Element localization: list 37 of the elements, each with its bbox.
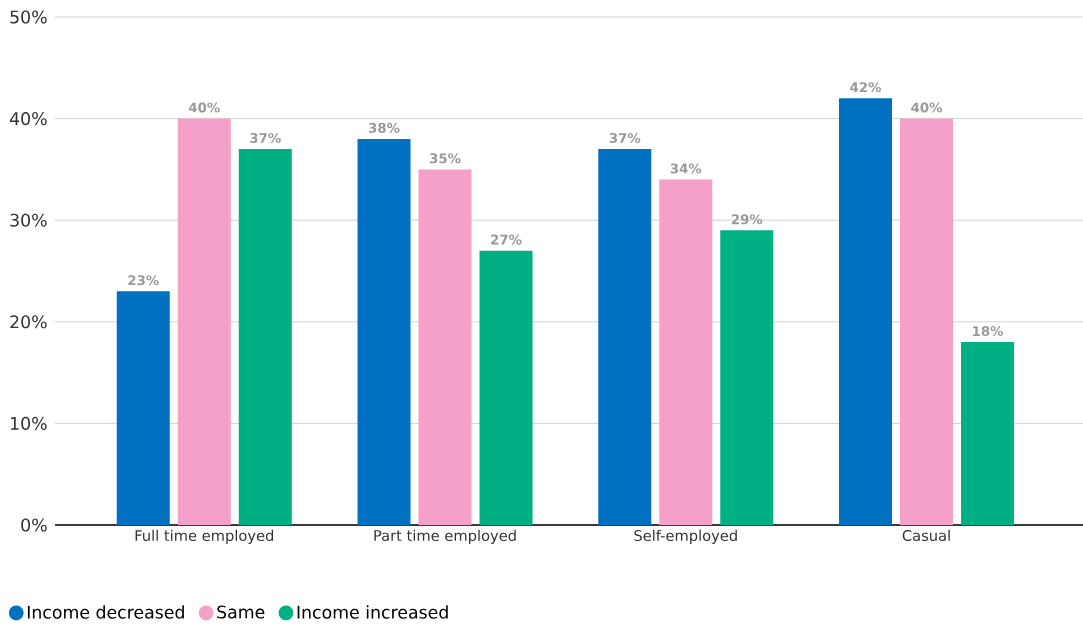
y-tick-label: 40% (9, 112, 47, 126)
bar (900, 118, 954, 525)
data-label: 40% (188, 102, 220, 113)
bar (598, 149, 652, 525)
data-label: 42% (850, 82, 882, 93)
data-label: 37% (250, 132, 281, 144)
bar (479, 250, 533, 525)
x-tick-label: Full time employed (135, 529, 274, 544)
legend-label: Same (217, 605, 265, 619)
data-label: 40% (911, 102, 943, 113)
data-label: 27% (491, 234, 522, 245)
data-label: 34% (670, 163, 702, 174)
bar (357, 138, 411, 525)
bar (238, 149, 292, 525)
x-tick-label: Casual (902, 529, 950, 542)
x-tick-label: Self-employed (634, 529, 737, 544)
data-label: 35% (429, 153, 461, 164)
data-label: 23% (128, 275, 159, 286)
data-label: 18% (973, 325, 1004, 337)
legend-label: Income decreased (27, 605, 184, 619)
y-tick-label: 50% (10, 10, 47, 24)
y-tick-label: 10% (11, 416, 47, 430)
legend-label: Income increased (297, 605, 448, 619)
bar (177, 118, 231, 525)
y-tick-label: 0% (21, 518, 47, 532)
bar (961, 342, 1015, 525)
bar (659, 179, 713, 525)
data-label: 38% (368, 122, 400, 133)
y-tick-label: 20% (10, 315, 47, 329)
bar (720, 230, 774, 525)
bar (839, 98, 893, 525)
bar (418, 169, 472, 525)
bar (116, 291, 170, 525)
data-label: 29% (731, 214, 763, 225)
x-tick-label: Part time employed (374, 529, 516, 544)
data-label: 37% (609, 132, 641, 144)
y-tick-label: 30% (10, 213, 47, 227)
